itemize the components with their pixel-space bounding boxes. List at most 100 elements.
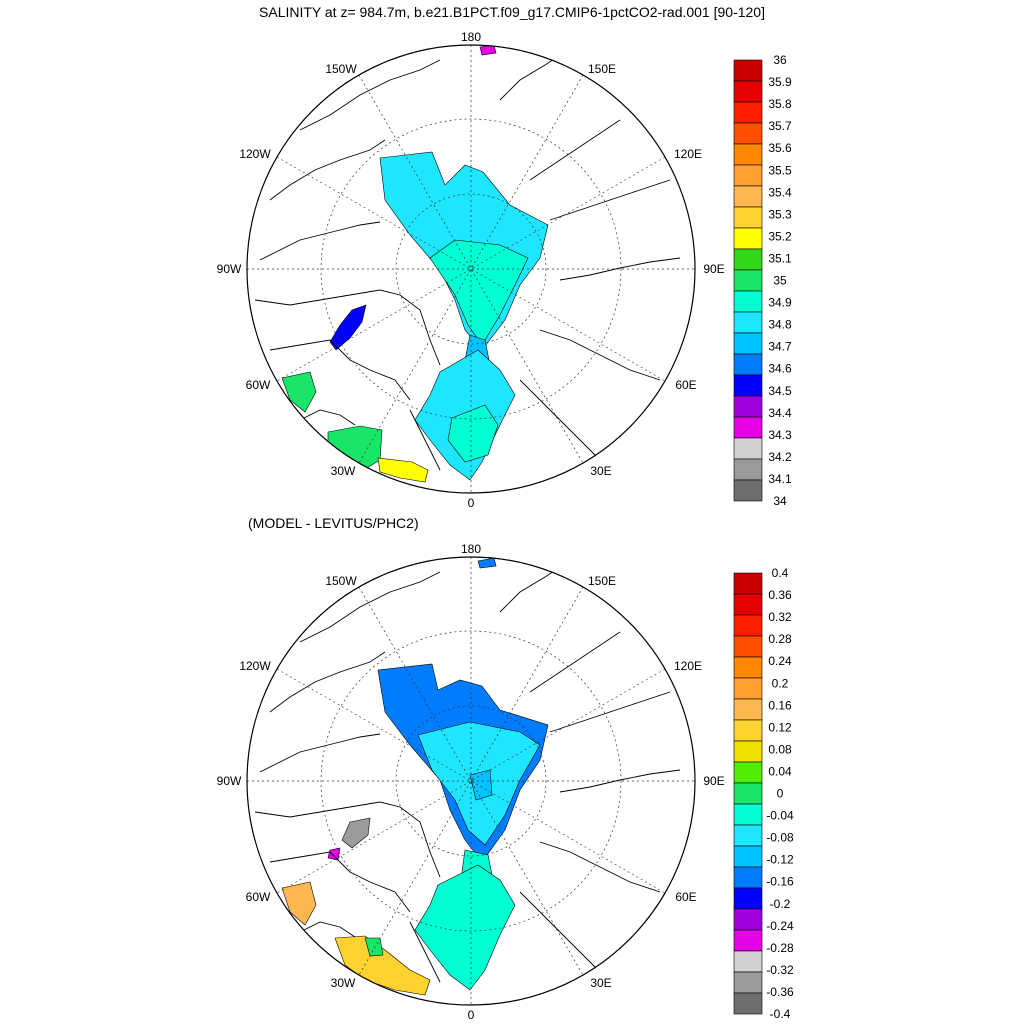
bottom-colorbar-box	[733, 572, 763, 595]
bottom-longitude-labels: 180 150E 120E 90E 60E 30E 0 30W 60W 90W …	[217, 542, 725, 1022]
bottom-colorbar-box	[733, 908, 763, 931]
bottom-colorbar-label: 0	[777, 787, 784, 801]
top-map-border	[246, 44, 696, 494]
top-colorbar-label: 35	[773, 274, 787, 288]
top-colorbar-label: 35.2	[768, 229, 792, 243]
bottom-colorbar-box	[733, 992, 763, 1015]
top-colorbar-label: 34.5	[768, 384, 792, 398]
bottom-colorbar-label: -0.2	[770, 897, 791, 911]
bottom-label-90w: 90W	[217, 774, 242, 788]
top-colorbar-box	[733, 164, 763, 187]
top-colorbar-box	[733, 59, 763, 82]
top-colorbar-box	[733, 437, 763, 460]
top-colorbar-box	[733, 416, 763, 439]
top-colorbar-box	[733, 290, 763, 313]
top-colorbar-box	[733, 479, 763, 502]
top-colorbar-box	[733, 311, 763, 334]
bottom-colorbar-label: 0.36	[768, 588, 792, 602]
top-basin-inner	[429, 239, 529, 346]
top-colorbar-box	[733, 395, 763, 418]
top-colorbar-label: 34.1	[768, 472, 792, 486]
bottom-colorbar-label: -0.32	[766, 963, 794, 977]
bottom-label-120e: 120E	[674, 659, 702, 673]
top-graticule	[247, 45, 695, 493]
bottom-bering-patch	[477, 557, 497, 569]
top-label-120e: 120E	[674, 147, 702, 161]
bottom-baffin-spot	[327, 847, 341, 861]
bottom-colorbar-label: 0.2	[772, 676, 789, 690]
bottom-colorbar-box	[733, 614, 763, 637]
bottom-colorbar-box	[733, 950, 763, 973]
bottom-colorbar-box	[733, 593, 763, 616]
top-colorbar-box	[733, 353, 763, 376]
top-colorbar-box	[733, 458, 763, 481]
bottom-colorbar-box	[733, 824, 763, 847]
top-colorbar-box	[733, 122, 763, 145]
top-label-60e: 60E	[675, 378, 696, 392]
top-label-120w: 120W	[239, 147, 271, 161]
bottom-label-60e: 60E	[675, 890, 696, 904]
top-colorbar-label: 35.9	[768, 75, 792, 89]
bottom-label-150w: 150W	[325, 574, 357, 588]
top-polar-map: 180 150E 120E 90E 60E 30E 0 30W 60W 90W …	[217, 30, 725, 510]
bottom-graticule	[247, 557, 695, 1005]
bottom-label-180: 180	[461, 542, 481, 556]
top-colorbar-label: 35.5	[768, 163, 792, 177]
top-label-30w: 30W	[331, 464, 356, 478]
bottom-colorbar-box	[733, 971, 763, 994]
bottom-map-border	[246, 556, 696, 1006]
top-colorbar-label: 35.8	[768, 97, 792, 111]
top-colorbar-label: 34.6	[768, 362, 792, 376]
bottom-colorbar-box	[733, 845, 763, 868]
bottom-colorbar-box	[733, 635, 763, 658]
top-colorbar-box	[733, 143, 763, 166]
top-colorbar: 36 35.9 35.8 35.7 35.6 35.5 35.4 35.3 35.2 35.1 35…	[733, 53, 792, 508]
bottom-label-30w: 30W	[331, 976, 356, 990]
top-colorbar-label: 34.2	[768, 450, 792, 464]
plot-title: SALINITY at z= 984.7m, b.e21.B1PCT.f09_g…	[259, 4, 765, 20]
top-atlantic-yellow	[377, 457, 429, 483]
bottom-colorbar-label: -0.24	[766, 919, 794, 933]
bottom-colorbar-label: 0.16	[768, 698, 792, 712]
bottom-colorbar-box	[733, 761, 763, 784]
top-colorbar-box	[733, 80, 763, 103]
top-longitude-labels: 180 150E 120E 90E 60E 30E 0 30W 60W 90W …	[217, 30, 725, 510]
bottom-colorbar-box	[733, 803, 763, 826]
top-colorbar-label: 34	[773, 494, 787, 508]
bottom-nordic-seas	[414, 864, 516, 991]
bottom-colorbar-box	[733, 656, 763, 679]
top-label-90e: 90E	[703, 262, 724, 276]
bottom-coastlines	[254, 566, 681, 983]
top-label-150w: 150W	[325, 62, 357, 76]
bottom-colorbar-box	[733, 887, 763, 910]
bottom-colorbar-box	[733, 782, 763, 805]
top-colorbar-box	[733, 248, 763, 271]
bottom-colorbar-label: 0.24	[768, 654, 792, 668]
top-colorbar-label: 34.4	[768, 406, 792, 420]
bottom-basin-core	[469, 769, 493, 801]
top-colorbar-label: 34.3	[768, 428, 792, 442]
top-colorbar-box	[733, 206, 763, 229]
top-colorbar-label: 34.7	[768, 340, 792, 354]
top-baffin	[329, 304, 367, 351]
top-labrador	[281, 371, 317, 413]
top-colorbar-box	[733, 332, 763, 355]
bottom-colorbar-box	[733, 740, 763, 763]
top-label-180: 180	[461, 30, 481, 44]
top-label-0: 0	[468, 496, 475, 510]
top-colorbar-label: 35.1	[768, 251, 792, 265]
top-colorbar-label: 35.3	[768, 207, 792, 221]
bottom-label-30e: 30E	[590, 976, 611, 990]
difference-subtitle: (MODEL - LEVITUS/PHC2)	[248, 515, 419, 531]
top-colorbar-box	[733, 185, 763, 208]
top-label-150e: 150E	[588, 62, 616, 76]
bottom-atlantic-green	[364, 937, 384, 957]
top-coastlines	[254, 54, 681, 471]
top-colorbar-box	[733, 227, 763, 250]
bottom-label-120w: 120W	[239, 659, 271, 673]
bottom-colorbar-label: -0.16	[766, 875, 794, 889]
bottom-colorbar-label: 0.28	[768, 632, 792, 646]
bottom-colorbar-box	[733, 677, 763, 700]
bottom-colorbar-label: -0.4	[770, 1007, 791, 1021]
bottom-colorbar-label: -0.12	[766, 853, 794, 867]
